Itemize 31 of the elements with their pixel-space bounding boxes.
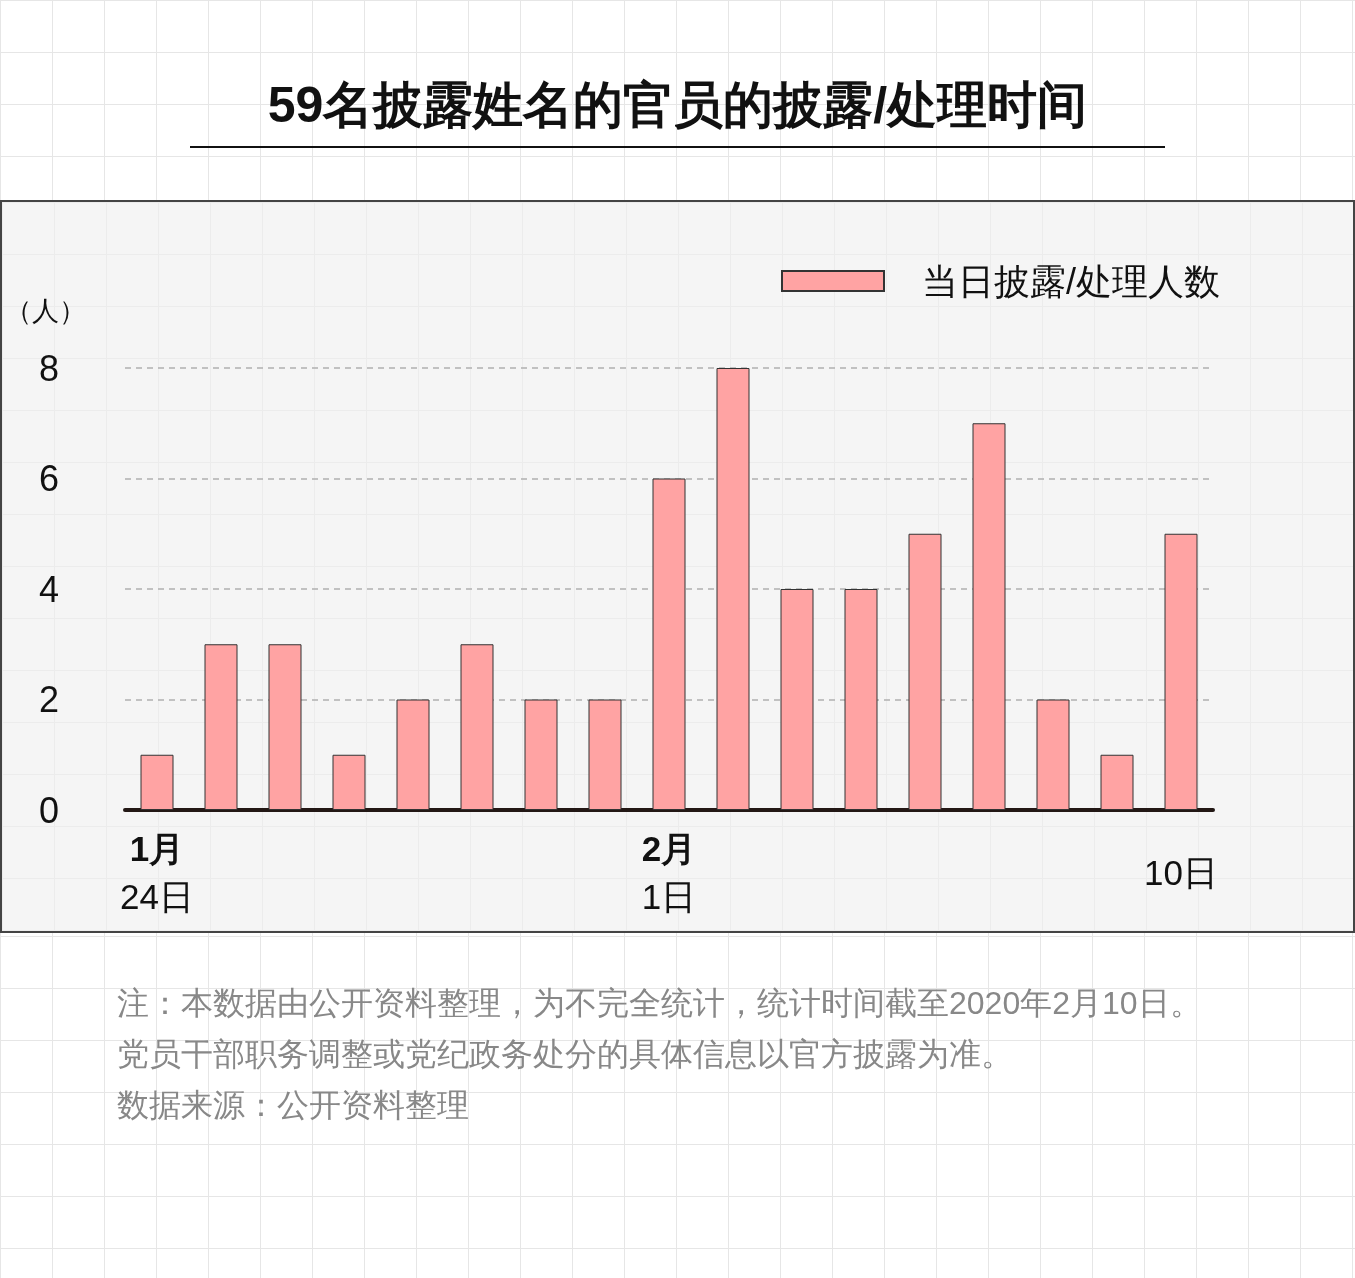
bar <box>1036 699 1070 810</box>
y-tick-label: 6 <box>38 458 59 499</box>
bar <box>972 423 1006 810</box>
x-tick-label: 10日 <box>1144 852 1218 892</box>
bar <box>524 699 558 810</box>
bar <box>396 699 430 810</box>
bar <box>1100 754 1134 810</box>
y-tick-label: 2 <box>38 679 59 720</box>
text: 党员干部职务调整或党纪政务处分的具体信息以官方披露为准。 <box>117 1035 1014 1074</box>
bar <box>588 699 622 810</box>
bar <box>204 644 238 810</box>
bar <box>1164 533 1198 810</box>
source-note: 数据来源：公开资料整理 <box>117 1086 470 1125</box>
bar <box>460 644 494 810</box>
bar <box>780 589 814 810</box>
legend-label: 当日披露/处理人数 <box>922 260 1221 302</box>
y-tick-label: 0 <box>38 789 59 831</box>
chart-title: 59名披露姓名的官员的披露/处理时间 <box>266 76 1089 135</box>
bar <box>716 368 750 810</box>
text: 注：本数据由公开资料整理，为不完全统计，统计时间截至2020年2月10日。 <box>117 984 1203 1023</box>
bar <box>652 478 686 810</box>
bar <box>268 644 302 810</box>
x-tick-label: 2月 1日 <box>641 828 697 916</box>
y-tick-label: 8 <box>38 347 59 389</box>
bar <box>844 589 878 810</box>
x-tick-label: 1月 24日 <box>120 828 194 916</box>
y-axis-title: （人） <box>5 295 86 326</box>
bar <box>908 533 942 810</box>
y-tick-label: 4 <box>38 568 59 610</box>
bar <box>140 754 174 810</box>
bar <box>332 754 366 810</box>
